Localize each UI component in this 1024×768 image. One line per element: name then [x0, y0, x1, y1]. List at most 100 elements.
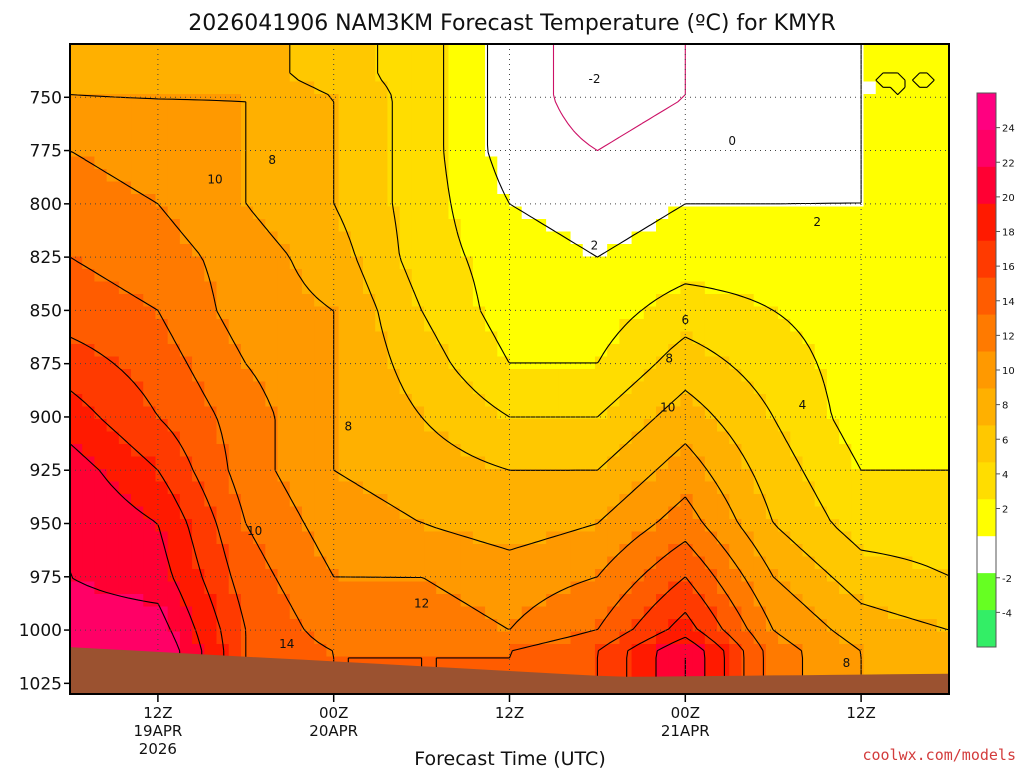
temperature-cell	[472, 56, 486, 70]
temperature-cell	[802, 469, 816, 483]
temperature-cell	[167, 369, 181, 383]
temperature-cell	[436, 131, 450, 145]
temperature-cell	[460, 169, 474, 183]
temperature-cell	[301, 456, 315, 470]
temperature-cell	[558, 306, 572, 320]
temperature-cell	[277, 356, 291, 370]
temperature-cell	[497, 506, 511, 520]
temperature-cell	[131, 81, 144, 95]
temperature-cell	[326, 256, 340, 270]
temperature-cell	[497, 131, 511, 145]
temperature-cell	[436, 306, 450, 320]
temperature-cell	[863, 156, 877, 170]
temperature-cell	[375, 206, 389, 220]
temperature-cell	[692, 269, 706, 283]
temperature-cell	[497, 69, 511, 83]
temperature-cell	[289, 69, 303, 83]
temperature-cell	[118, 256, 132, 270]
temperature-cell	[802, 406, 816, 420]
temperature-cell	[704, 256, 718, 270]
temperature-cell	[533, 131, 547, 145]
temperature-cell	[741, 319, 755, 333]
temperature-cell	[70, 419, 83, 433]
temperature-cell	[851, 281, 865, 295]
temperature-cell	[350, 69, 364, 83]
temperature-cell	[228, 56, 242, 70]
temperature-cell	[521, 469, 535, 483]
temperature-cell	[106, 506, 120, 520]
temperature-cell	[228, 156, 242, 170]
temperature-cell	[570, 494, 584, 508]
temperature-cell	[460, 481, 474, 495]
temperature-cell	[826, 69, 840, 83]
temperature-cell	[607, 481, 620, 495]
temperature-cell	[802, 619, 816, 633]
temperature-cell	[558, 81, 572, 95]
temperature-cell	[790, 631, 804, 645]
temperature-cell	[570, 94, 584, 108]
temperature-cell	[643, 119, 657, 133]
temperature-cell	[826, 219, 840, 233]
temperature-cell	[326, 494, 340, 508]
temperature-cell	[704, 69, 718, 83]
temperature-cell	[204, 444, 218, 458]
temperature-cell	[240, 319, 254, 333]
temperature-cell	[826, 381, 840, 395]
temperature-cell	[118, 456, 132, 470]
y-tick-label: 1025	[19, 674, 62, 694]
temperature-cell	[582, 69, 596, 83]
temperature-cell	[460, 69, 474, 83]
temperature-cell	[253, 556, 266, 570]
temperature-cell	[533, 294, 547, 308]
temperature-cell	[717, 606, 730, 620]
temperature-cell	[643, 131, 657, 145]
contour-label: 8	[345, 419, 353, 433]
temperature-cell	[143, 331, 157, 345]
temperature-cell	[607, 131, 620, 145]
temperature-cell	[228, 344, 242, 358]
temperature-cell	[94, 619, 108, 633]
temperature-cell	[314, 156, 327, 170]
temperature-cell	[924, 319, 938, 333]
temperature-cell	[692, 169, 706, 183]
temperature-cell	[424, 469, 437, 483]
temperature-cell	[350, 569, 364, 583]
temperature-cell	[887, 281, 901, 295]
temperature-cell	[802, 44, 816, 58]
temperature-cell	[826, 169, 840, 183]
temperature-cell	[399, 294, 413, 308]
temperature-cell	[204, 431, 218, 445]
temperature-cell	[668, 406, 682, 420]
temperature-cell	[350, 444, 364, 458]
temperature-cell	[594, 169, 608, 183]
temperature-cell	[155, 231, 169, 245]
temperature-cell	[338, 369, 352, 383]
temperature-cell	[924, 481, 938, 495]
temperature-cell	[143, 581, 157, 595]
temperature-cell	[912, 544, 926, 558]
temperature-cell	[826, 81, 840, 95]
temperature-cell	[326, 231, 340, 245]
temperature-cell	[582, 581, 596, 595]
temperature-cell	[851, 619, 865, 633]
temperature-cell	[387, 519, 401, 533]
temperature-cell	[192, 381, 205, 395]
temperature-cell	[826, 581, 840, 595]
temperature-cell	[558, 269, 572, 283]
temperature-cell	[179, 456, 193, 470]
temperature-cell	[118, 269, 132, 283]
temperature-cell	[216, 219, 230, 233]
temperature-cell	[912, 144, 926, 158]
temperature-cell	[668, 444, 682, 458]
temperature-cell	[338, 281, 352, 295]
temperature-cell	[814, 406, 828, 420]
temperature-cell	[594, 69, 608, 83]
temperature-cell	[912, 531, 926, 545]
temperature-cell	[594, 256, 608, 270]
temperature-cell	[485, 356, 498, 370]
temperature-cell	[448, 194, 462, 208]
temperature-cell	[411, 269, 425, 283]
temperature-cell	[179, 44, 193, 58]
temperature-cell	[204, 456, 218, 470]
temperature-cell	[863, 344, 877, 358]
